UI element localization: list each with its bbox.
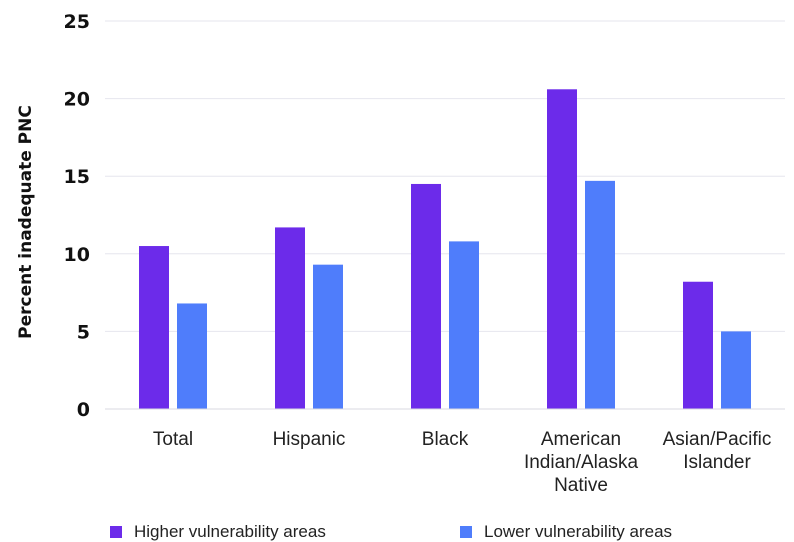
bar-lower: [313, 264, 343, 409]
bar-higher: [683, 281, 713, 409]
bar-lower: [585, 180, 615, 409]
x-tick-label: American Indian/Alaska Native: [524, 429, 639, 496]
bars: [139, 89, 751, 410]
bar-higher: [547, 89, 577, 410]
y-axis-label: Percent inadequate PNC: [16, 105, 36, 339]
bar-higher: [411, 183, 441, 409]
x-tick-label: Black: [422, 429, 469, 450]
y-tick-label: 10: [64, 244, 90, 266]
y-tick-label: 0: [77, 399, 90, 421]
bar-higher: [139, 246, 169, 409]
y-tick-label: 20: [64, 89, 90, 111]
y-tick-label: 15: [64, 166, 90, 188]
bar-higher: [275, 227, 305, 409]
bar-lower: [177, 303, 207, 409]
y-tick-label: 5: [77, 321, 90, 343]
x-tick-label: Hispanic: [273, 429, 346, 450]
bar-lower: [449, 241, 479, 409]
x-tick-label: Total: [153, 429, 193, 450]
y-axis-ticks: 0 5 10 15 20 25: [64, 11, 90, 421]
x-tick-label: Asian/Pacific Islander: [663, 429, 772, 473]
x-axis-ticks: Total Hispanic Black American Indian/Alaska N…: [153, 429, 771, 496]
gridlines: [105, 20, 785, 332]
bar-lower: [721, 331, 751, 409]
y-tick-label: 25: [64, 11, 90, 33]
